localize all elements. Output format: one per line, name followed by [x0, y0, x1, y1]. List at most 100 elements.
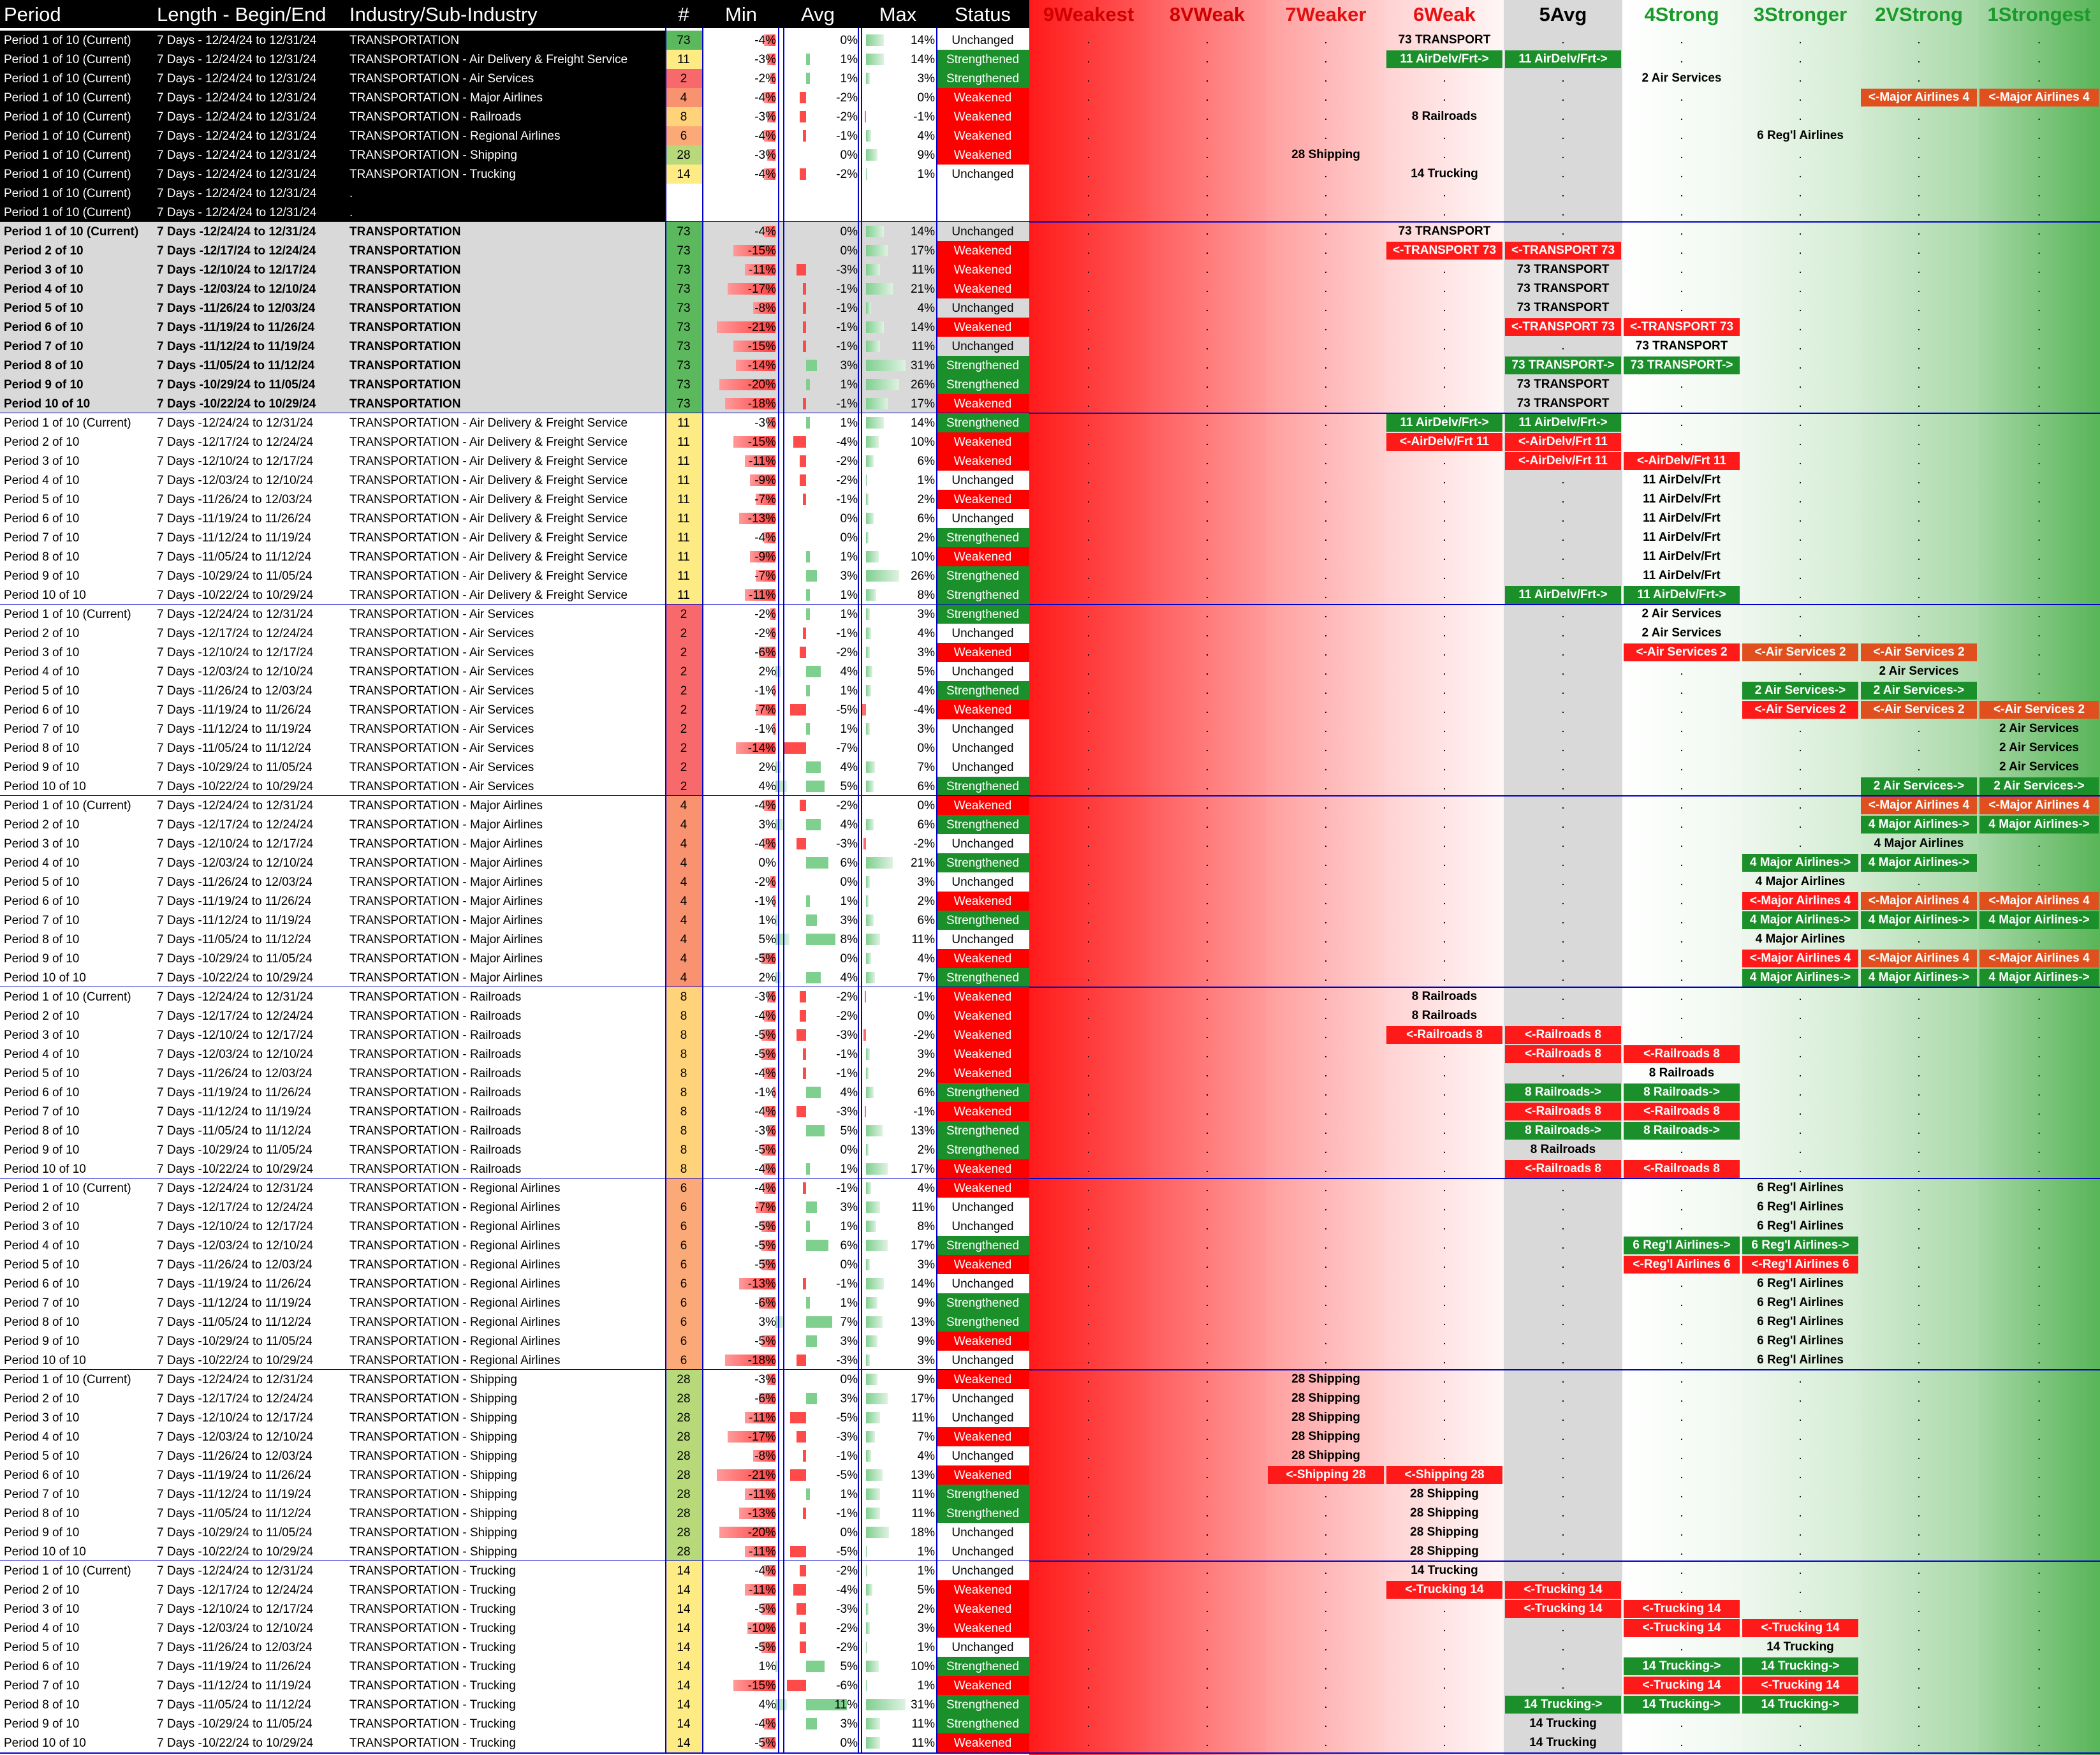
max-cell: 1%: [917, 473, 935, 487]
header-status[interactable]: Status: [955, 3, 1011, 26]
zone-dot: .: [2037, 856, 2041, 869]
length-cell: 7 Days - 11/19/24 to 11/26/24: [157, 1659, 312, 1673]
min-cell: -15%: [747, 435, 776, 449]
avg-cell: [778, 203, 858, 222]
zone-dot: .: [2037, 148, 2041, 161]
header-avg[interactable]: Avg: [801, 3, 835, 26]
header-period[interactable]: Period: [4, 3, 61, 26]
length-cell: 7 Days - 11/12/24 to 11/19/24: [157, 1678, 312, 1693]
zone-dot: .: [1205, 1372, 1209, 1386]
min-cell: -2%: [754, 71, 776, 85]
zone-dot: .: [1324, 1143, 1328, 1156]
max-bar: [866, 972, 875, 983]
zone-dot: .: [1798, 607, 1802, 620]
industry-cell: TRANSPORTATION: [349, 397, 461, 411]
date-range: 12/24/24 to 12/31/24: [202, 607, 314, 621]
status-cell: Weakened: [936, 1619, 1029, 1638]
min-cell: -2%: [754, 875, 776, 889]
zone-dot: .: [1798, 91, 1802, 104]
strength-tag: 73 TRANSPORT: [1635, 339, 1728, 353]
zone-dot: .: [2037, 645, 2041, 659]
avg-cell: 0%: [840, 33, 858, 47]
period-cell: Period 1 of 10 (Current): [4, 52, 131, 66]
header-zone-9[interactable]: 9Weakest: [1043, 3, 1134, 26]
max-cell: 11%: [911, 1717, 935, 1731]
max-bar: [866, 168, 867, 180]
header-zone-2[interactable]: 2VStrong: [1875, 3, 1963, 26]
avg-bar: [800, 647, 806, 658]
status-cell: Strengthened: [936, 375, 1029, 394]
header-zone-8[interactable]: 8VWeak: [1169, 3, 1245, 26]
status-cell: Weakened: [936, 643, 1029, 662]
header-industry[interactable]: Industry/Sub-Industry: [349, 3, 538, 26]
length-cell: 7 Days - 12/10/24 to 12/17/24: [157, 1219, 314, 1233]
header-count[interactable]: #: [678, 3, 689, 26]
header-length[interactable]: Length - Begin/End: [157, 3, 327, 26]
zone-dot: .: [1443, 703, 1446, 716]
length-cell: 7 Days - 11/19/24 to 11/26/24: [157, 703, 312, 717]
zone-dot: .: [1798, 550, 1802, 563]
avg-cell: 0%: [840, 531, 858, 545]
header-zone-6[interactable]: 6Weak: [1413, 3, 1476, 26]
avg-bar: [803, 341, 806, 352]
industry-cell: TRANSPORTATION - Air Delivery & Freight …: [349, 473, 628, 487]
header-zone-4[interactable]: 4Strong: [1644, 3, 1719, 26]
avg-bar: [787, 1680, 806, 1691]
date-range: 12/03/24 to 12/10/24: [202, 1047, 314, 1061]
industry-cell: TRANSPORTATION - Shipping: [349, 1449, 517, 1463]
industry-cell: TRANSPORTATION - Air Delivery & Freight …: [349, 435, 628, 449]
header-zone-7[interactable]: 7Weaker: [1285, 3, 1367, 26]
length-cell: 7 Days - 12/24/24 to 12/31/24: [157, 798, 314, 812]
min-cell: -11%: [749, 1411, 776, 1425]
avg-cell: -3%: [836, 1430, 858, 1444]
zone-dot: .: [2037, 33, 2041, 47]
status-cell: Strengthened: [936, 566, 1029, 585]
period-cell: Period 3 of 10: [4, 263, 84, 277]
avg-bar: [806, 666, 821, 677]
zone-dot: .: [1205, 186, 1209, 200]
zone-dot: .: [1798, 990, 1802, 1003]
length-cell: 7 Days - 12/24/24 to 12/31/24: [157, 52, 317, 66]
zone-dot: .: [1324, 818, 1328, 831]
zone-dot: .: [1917, 932, 1921, 946]
max-bar: [866, 761, 875, 773]
zone-dot: .: [1205, 1085, 1209, 1099]
count-cell: 6: [665, 1179, 702, 1198]
industry-cell: TRANSPORTATION - Shipping: [349, 1372, 517, 1386]
header-min[interactable]: Min: [725, 3, 757, 26]
date-range: 11/26/24 to 12/03/24: [202, 1640, 312, 1654]
zone-dot: .: [1680, 205, 1684, 219]
zone-dot: .: [1324, 722, 1328, 735]
status-cell: Unchanged: [951, 1411, 1014, 1425]
date-range: 11/26/24 to 12/03/24: [203, 301, 316, 315]
avg-bar: [800, 800, 806, 811]
avg-cell: -1%: [836, 339, 858, 353]
industry-cell: TRANSPORTATION - Air Services: [349, 645, 534, 659]
status-cell: Unchanged: [951, 760, 1014, 774]
max-cell: 14%: [910, 33, 935, 47]
zone-dot: .: [1917, 282, 1921, 295]
strength-tag: 14 Trucking->: [1624, 1657, 1740, 1675]
max-cell: 9%: [917, 148, 935, 162]
zone-dot: .: [1798, 818, 1802, 831]
max-bar: [866, 628, 871, 639]
zone-dot: .: [1324, 1545, 1328, 1558]
max-cell: 6%: [917, 779, 935, 793]
zone-dot: .: [1561, 148, 1565, 161]
avg-bar: [803, 321, 806, 333]
status-cell: Unchanged: [951, 837, 1014, 851]
count-cell: 6: [665, 1217, 702, 1236]
header-zone-5[interactable]: 5Avg: [1539, 3, 1587, 26]
zone-dot: .: [1917, 492, 1921, 506]
zone-dot: .: [2037, 1640, 2041, 1654]
zone-dot: .: [1680, 1640, 1684, 1654]
zone-dot: .: [1798, 378, 1802, 391]
count-cell: 11: [665, 528, 702, 547]
header-max[interactable]: Max: [879, 3, 917, 26]
zone-dot: .: [1443, 779, 1446, 793]
date-range: 11/12/24 to 11/19/24: [202, 1487, 312, 1501]
header-zone-3[interactable]: 3Stronger: [1753, 3, 1847, 26]
header-zone-1[interactable]: 1Strongest: [1987, 3, 2091, 26]
date-range: 10/22/24 to 10/29/24: [202, 971, 314, 985]
period-cell: Period 5 of 10: [4, 1449, 80, 1463]
